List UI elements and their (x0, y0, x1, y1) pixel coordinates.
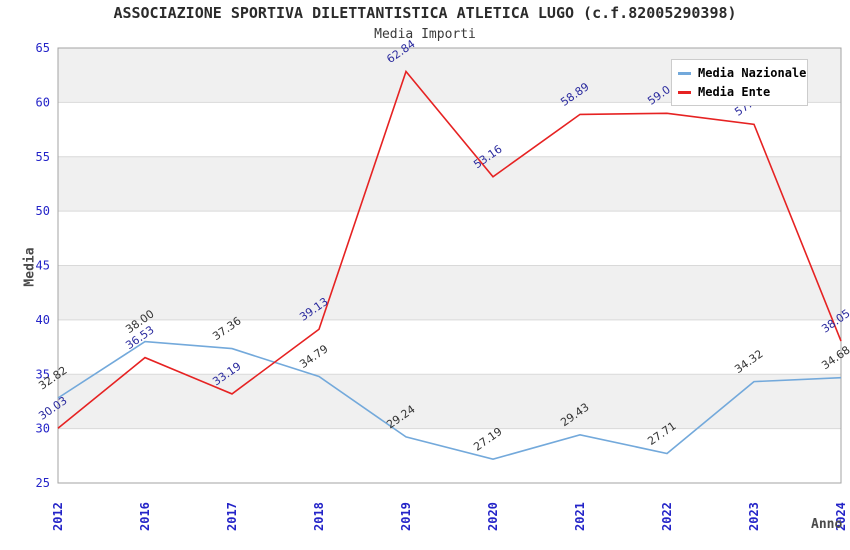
legend-item-media-nazionale: Media Nazionale (678, 66, 807, 80)
grid-band (58, 428, 841, 483)
x-axis-title: Anno (811, 517, 843, 532)
grid-band (58, 156, 841, 212)
grid-band (58, 265, 841, 320)
media-ente-line-swatch (678, 90, 691, 94)
y-tick-label: 40 (36, 313, 50, 327)
chart-subtitle: Media Importi (374, 27, 476, 42)
y-tick-label: 55 (36, 150, 50, 164)
series-line-media-ente (57, 69, 842, 429)
y-axis-title: Media (22, 247, 38, 287)
y-tick-label: 45 (36, 259, 50, 273)
y-tick-label: 50 (36, 204, 50, 218)
y-tick-label: 30 (36, 422, 50, 436)
grid-band (58, 319, 841, 375)
x-tick-label: 2020 (486, 502, 500, 531)
legend-label-media-ente: Media Ente (698, 85, 771, 99)
x-tick-label: 2021 (573, 502, 587, 531)
x-tick-label: 2012 (51, 502, 65, 531)
x-tick-label: 2019 (399, 502, 413, 531)
media-nazionale-line-swatch (678, 71, 691, 75)
chart-title: ASSOCIAZIONE SPORTIVA DILETTANTISTICA AT… (113, 4, 737, 22)
x-tick-label: 2024 (834, 502, 848, 531)
legend-item-media-ente: Media Ente (678, 85, 803, 99)
y-tick-label: 35 (36, 367, 50, 381)
x-tick-label: 2023 (747, 502, 761, 531)
y-tick-label: 65 (36, 41, 50, 55)
grid-band (58, 211, 841, 266)
x-tick-label: 2018 (312, 502, 326, 531)
x-tick-label: 2016 (138, 502, 152, 531)
y-tick-label: 60 (36, 95, 50, 109)
legend-label-media-nazionale: Media Nazionale (698, 66, 807, 80)
y-tick-label: 25 (36, 476, 50, 490)
legend: Media Nazionale Media Ente (671, 59, 808, 106)
grid-band (58, 102, 841, 157)
x-tick-label: 2017 (225, 502, 239, 531)
x-tick-label: 2022 (660, 502, 674, 531)
series-line-media-nazionale (57, 340, 842, 461)
plot-border (57, 47, 842, 484)
grid-band (58, 374, 841, 429)
